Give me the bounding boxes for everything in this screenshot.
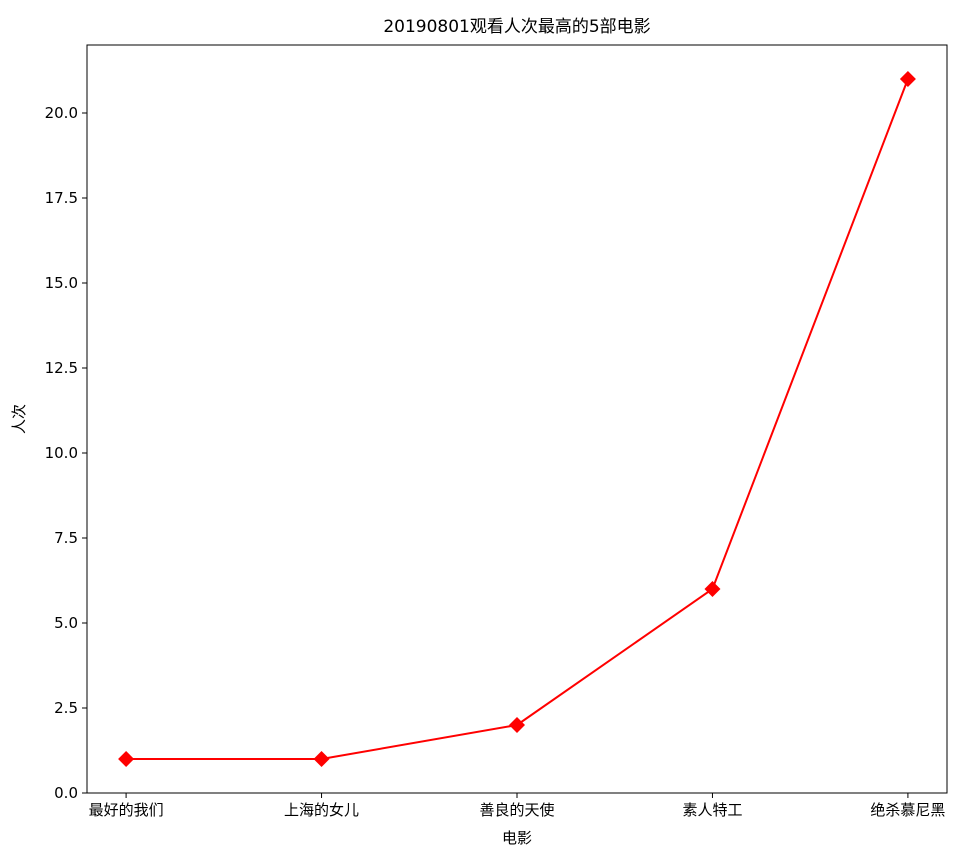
x-tick-label: 最好的我们	[89, 801, 164, 819]
y-tick-label: 5.0	[54, 614, 78, 632]
y-tick-label: 20.0	[45, 104, 78, 122]
y-tick-label: 7.5	[54, 529, 78, 547]
x-tick-label: 上海的女儿	[284, 801, 359, 819]
y-axis: 0.0 2.5 5.0 7.5 10.0 12.5 15.0 17.5 20.0	[45, 104, 87, 802]
y-tick-label: 12.5	[45, 359, 78, 377]
x-tick-label: 绝杀慕尼黑	[870, 801, 945, 819]
x-axis: 最好的我们 上海的女儿 善良的天使 素人特工 绝杀慕尼黑	[89, 793, 945, 819]
y-axis-label: 人次	[10, 404, 28, 434]
data-point-marker	[118, 751, 135, 767]
data-point-marker	[704, 581, 721, 597]
y-tick-label: 2.5	[54, 699, 78, 717]
x-axis-label: 电影	[502, 829, 532, 847]
x-tick-label: 善良的天使	[479, 801, 554, 819]
y-tick-label: 17.5	[45, 189, 78, 207]
data-point-marker	[899, 71, 916, 87]
y-tick-label: 0.0	[54, 784, 78, 802]
data-point-marker	[313, 751, 330, 767]
x-tick-label: 素人特工	[682, 801, 742, 819]
y-tick-label: 10.0	[45, 444, 78, 462]
y-tick-label: 15.0	[45, 274, 78, 292]
chart-title: 20190801观看人次最高的5部电影	[383, 17, 650, 37]
data-series	[118, 71, 916, 767]
data-point-marker	[509, 717, 525, 733]
